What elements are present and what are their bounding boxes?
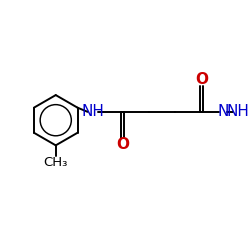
Text: NH: NH [82, 104, 104, 119]
Text: NH: NH [227, 104, 250, 119]
Text: O: O [116, 137, 129, 152]
Text: N: N [218, 104, 229, 119]
Text: CH₃: CH₃ [44, 156, 68, 169]
Text: O: O [195, 72, 208, 87]
